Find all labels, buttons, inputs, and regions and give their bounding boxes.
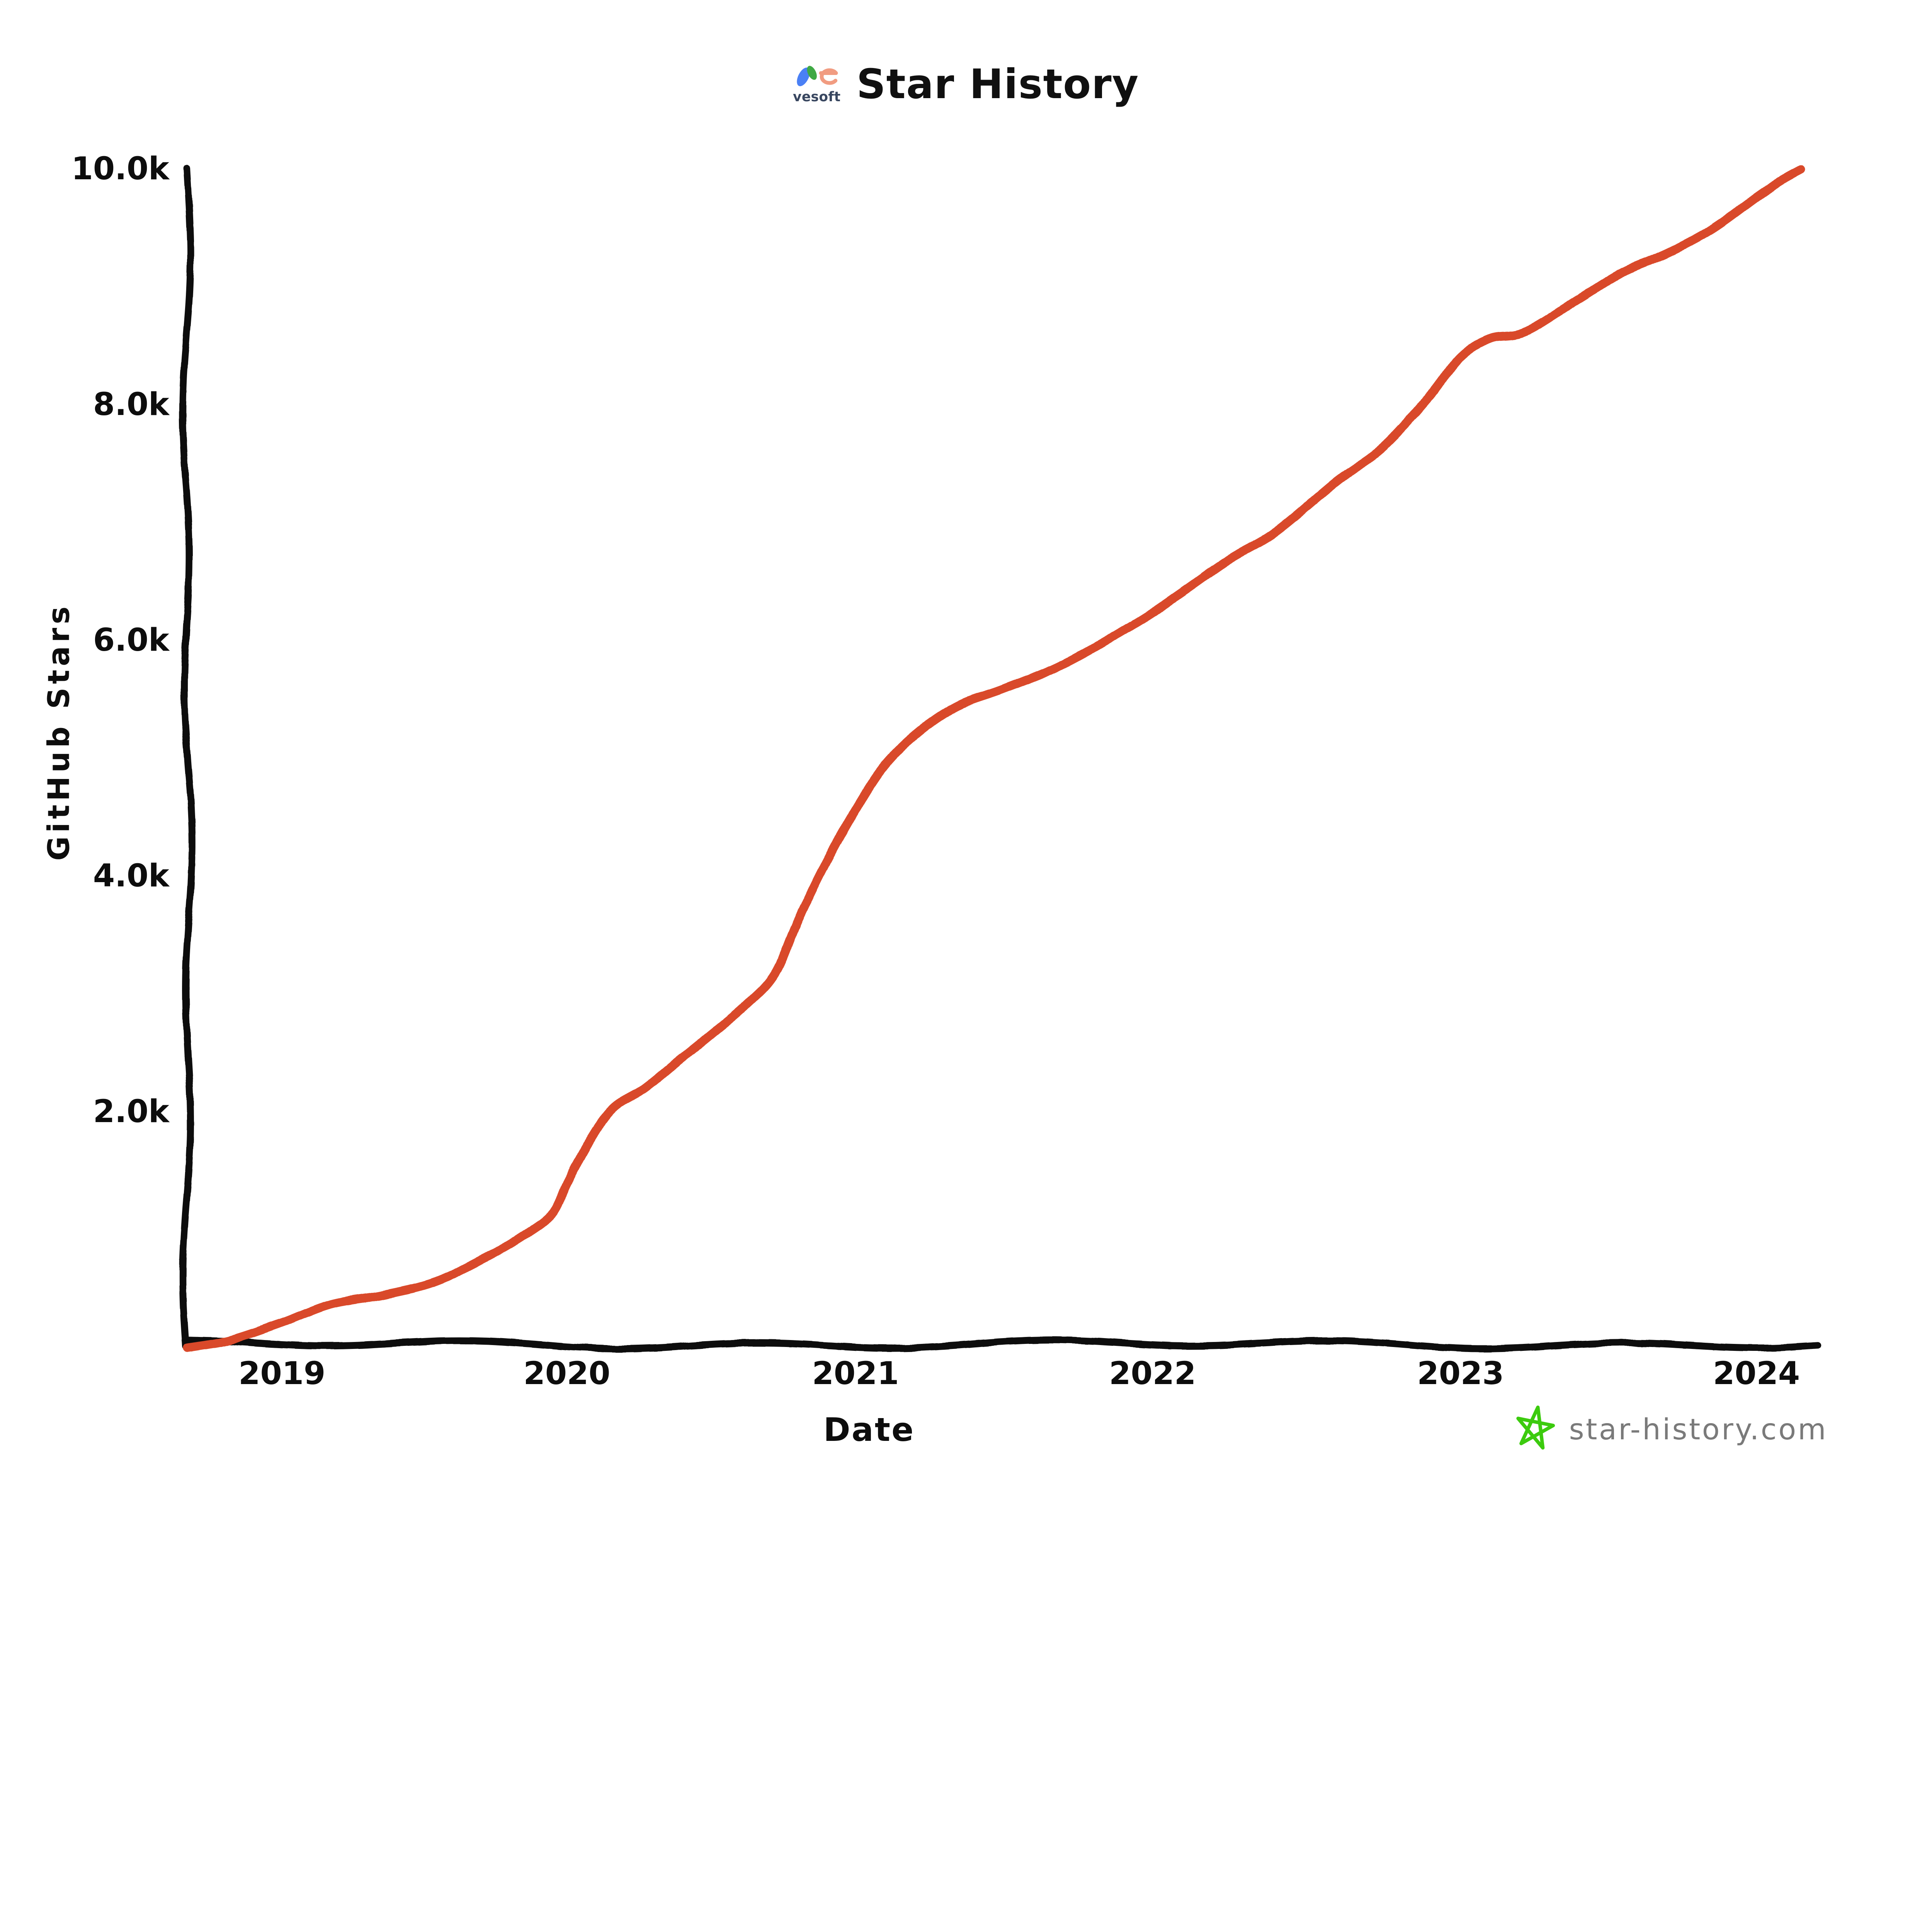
x-axis-title: Date [823,1411,915,1449]
y-axis-tick-6k: 6.0k [93,622,169,659]
logo-blue-stroke [797,67,810,86]
x-axis-tick-2020: 2020 [523,1355,611,1392]
series-line [183,165,1805,1352]
star-icon [1516,1405,1555,1450]
plot-layer [179,165,1821,1352]
y-axis-tick-10k: 10.0k [71,151,169,187]
vesoft-logo: vesoft [793,65,840,104]
watermark: star-history.com [1511,1404,1828,1456]
header: vesoft Star History [793,58,1139,111]
star-icon-path [1516,1405,1555,1450]
watermark-label: star-history.com [1569,1413,1828,1447]
y-axis-tick-2k: 2.0k [93,1094,169,1130]
y-axis-line [179,165,196,1350]
x-axis-tick-2019: 2019 [238,1355,326,1392]
logo-e-arc [820,68,838,85]
x-axis-tick-2024: 2024 [1713,1355,1800,1392]
vesoft-logo-icon [797,66,838,86]
y-axis-tick-4k: 4.0k [93,858,169,895]
page-title: Star History [856,60,1139,108]
star-history-chart: vesoft Star History 10.0k 8.0k 6.0k 4.0k… [41,58,1828,1456]
x-axis-tick-2022: 2022 [1109,1355,1196,1392]
y-axis-tick-8k: 8.0k [93,386,169,423]
logo-green-stroke [807,66,817,80]
x-axis-line [182,1336,1821,1352]
x-axis-tick-2021: 2021 [812,1355,899,1392]
x-axis-tick-2023: 2023 [1417,1355,1504,1392]
vesoft-logo-label: vesoft [793,89,841,105]
y-axis-title: GitHub Stars [41,603,77,861]
chart-plot-area [179,165,1821,1352]
